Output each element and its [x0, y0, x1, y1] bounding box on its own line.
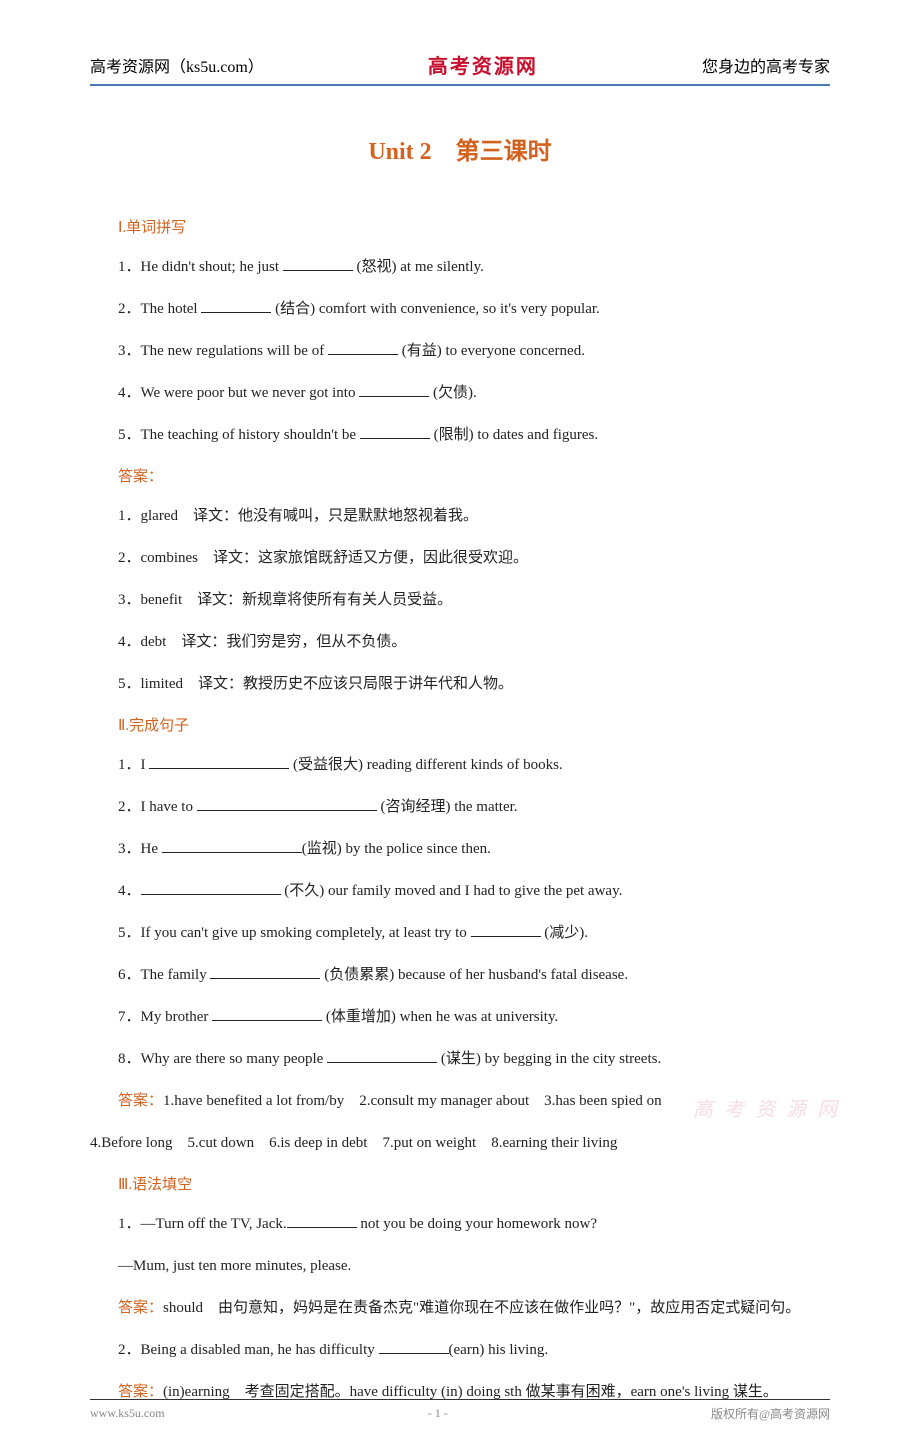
item-text: not you be doing your homework now? — [357, 1216, 597, 1232]
answer-text: 1.have benefited a lot from/by 2.consult… — [163, 1093, 662, 1109]
item-text: (负债累累) because of her husband's fatal di… — [320, 967, 628, 983]
fill-blank — [471, 921, 541, 937]
section1-answer: 5．limited 译文：教授历史不应该只局限于讲年代和人物。 — [90, 672, 830, 696]
item-text: 5．If you can't give up smoking completel… — [118, 925, 471, 941]
section2-item: 1．I (受益很大) reading different kinds of bo… — [90, 753, 830, 777]
section2-item: 6．The family (负债累累) because of her husba… — [90, 963, 830, 987]
footer-right: 版权所有@高考资源网 — [711, 1405, 830, 1422]
section2-item: 4． (不久) our family moved and I had to gi… — [90, 879, 830, 903]
item-text: (减少). — [541, 925, 589, 941]
fill-blank — [287, 1212, 357, 1228]
item-text: 2．Being a disabled man, he has difficult… — [118, 1342, 379, 1358]
fill-blank — [328, 339, 398, 355]
item-text: (不久) our family moved and I had to give … — [281, 883, 623, 899]
watermark: 高 考 资 源 网 — [693, 1093, 840, 1122]
fill-blank — [327, 1047, 437, 1063]
item-text: (结合) comfort with convenience, so it's v… — [271, 301, 599, 317]
fill-blank — [162, 837, 302, 853]
section2-item: 8．Why are there so many people (谋生) by b… — [90, 1047, 830, 1071]
section3-q1-line1: 1．—Turn off the TV, Jack. not you be doi… — [90, 1212, 830, 1236]
item-text: (欠债). — [429, 385, 477, 401]
item-text: (earn) his living. — [449, 1342, 549, 1358]
section1-item: 1．He didn't shout; he just (怒视) at me si… — [90, 255, 830, 279]
section1-answer: 2．combines 译文：这家旅馆既舒适又方便，因此很受欢迎。 — [90, 546, 830, 570]
answer-label: 答案： — [118, 1093, 163, 1109]
item-text: (怒视) at me silently. — [353, 259, 484, 275]
item-text: 2．I have to — [118, 799, 197, 815]
page-title: Unit 2 第三课时 — [90, 131, 830, 166]
section3-q1-line2: —Mum, just ten more minutes, please. — [90, 1254, 830, 1278]
fill-blank — [210, 963, 320, 979]
fill-blank — [360, 423, 430, 439]
fill-blank — [212, 1005, 322, 1021]
section2-item: 3．He (监视) by the police since then. — [90, 837, 830, 861]
item-text: (体重增加) when he was at university. — [322, 1009, 558, 1025]
item-text: (受益很大) reading different kinds of books. — [289, 757, 562, 773]
section3-q2: 2．Being a disabled man, he has difficult… — [90, 1338, 830, 1362]
fill-blank — [359, 381, 429, 397]
header-center: 高考资源网 — [428, 50, 538, 79]
header-left: 高考资源网（ks5u.com） — [90, 53, 264, 77]
fill-blank — [201, 297, 271, 313]
item-text: 4．We were poor but we never got into — [118, 385, 359, 401]
section1-answer: 1．glared 译文：他没有喊叫，只是默默地怒视着我。 — [90, 504, 830, 528]
item-text: 4． — [118, 883, 141, 899]
item-text: (限制) to dates and figures. — [430, 427, 598, 443]
section2-item: 2．I have to (咨询经理) the matter. — [90, 795, 830, 819]
document-page: 高考资源网（ks5u.com） 高考资源网 您身边的高考专家 Unit 2 第三… — [0, 0, 920, 1452]
header-right: 您身边的高考专家 — [702, 53, 830, 77]
fill-blank — [149, 753, 289, 769]
fill-blank — [379, 1338, 449, 1354]
section1-header: Ⅰ.单词拼写 — [90, 216, 830, 237]
section3-a1: 答案：should 由句意知，妈妈是在责备杰克"难道你现在不应该在做作业吗？"，… — [90, 1296, 830, 1320]
fill-blank — [283, 255, 353, 271]
section1-item: 2．The hotel (结合) comfort with convenienc… — [90, 297, 830, 321]
section1-answer-label: 答案： — [90, 465, 830, 486]
section2-item: 5．If you can't give up smoking completel… — [90, 921, 830, 945]
answer-text: should 由句意知，妈妈是在责备杰克"难道你现在不应该在做作业吗？"，故应用… — [163, 1300, 800, 1316]
section1-answer: 3．benefit 译文：新规章将使所有有关人员受益。 — [90, 588, 830, 612]
footer-left: www.ks5u.com — [90, 1406, 165, 1421]
section3-header: Ⅲ.语法填空 — [90, 1173, 830, 1194]
answer-label: 答案： — [118, 1384, 163, 1400]
item-text: 5．The teaching of history shouldn't be — [118, 427, 360, 443]
item-text: 3．The new regulations will be of — [118, 343, 328, 359]
item-text: 3．He — [118, 841, 162, 857]
item-text: 7．My brother — [118, 1009, 212, 1025]
section1-answer: 4．debt 译文：我们穷是穷，但从不负债。 — [90, 630, 830, 654]
fill-blank — [197, 795, 377, 811]
section1-item: 5．The teaching of history shouldn't be (… — [90, 423, 830, 447]
answer-label: 答案： — [118, 1300, 163, 1316]
fill-blank — [141, 879, 281, 895]
item-text: 1．He didn't shout; he just — [118, 259, 283, 275]
item-text: (谋生) by begging in the city streets. — [437, 1051, 661, 1067]
item-text: 2．The hotel — [118, 301, 201, 317]
item-text: (有益) to everyone concerned. — [398, 343, 585, 359]
footer-page-number: - 1 - — [428, 1406, 448, 1421]
section2-item: 7．My brother (体重增加) when he was at unive… — [90, 1005, 830, 1029]
item-text: (监视) by the police since then. — [302, 841, 491, 857]
page-footer: www.ks5u.com - 1 - 版权所有@高考资源网 — [90, 1399, 830, 1422]
item-text: 1．I — [118, 757, 149, 773]
section2-answers-line2: 4.Before long 5.cut down 6.is deep in de… — [90, 1131, 830, 1155]
item-text: (咨询经理) the matter. — [377, 799, 518, 815]
section1-item: 4．We were poor but we never got into (欠债… — [90, 381, 830, 405]
item-text: 1．—Turn off the TV, Jack. — [118, 1216, 287, 1232]
item-text: 8．Why are there so many people — [118, 1051, 327, 1067]
answer-text: (in)earning 考查固定搭配。have difficulty (in) … — [163, 1384, 778, 1400]
section2-header: Ⅱ.完成句子 — [90, 714, 830, 735]
page-header: 高考资源网（ks5u.com） 高考资源网 您身边的高考专家 — [90, 50, 830, 86]
item-text: 6．The family — [118, 967, 210, 983]
section1-item: 3．The new regulations will be of (有益) to… — [90, 339, 830, 363]
